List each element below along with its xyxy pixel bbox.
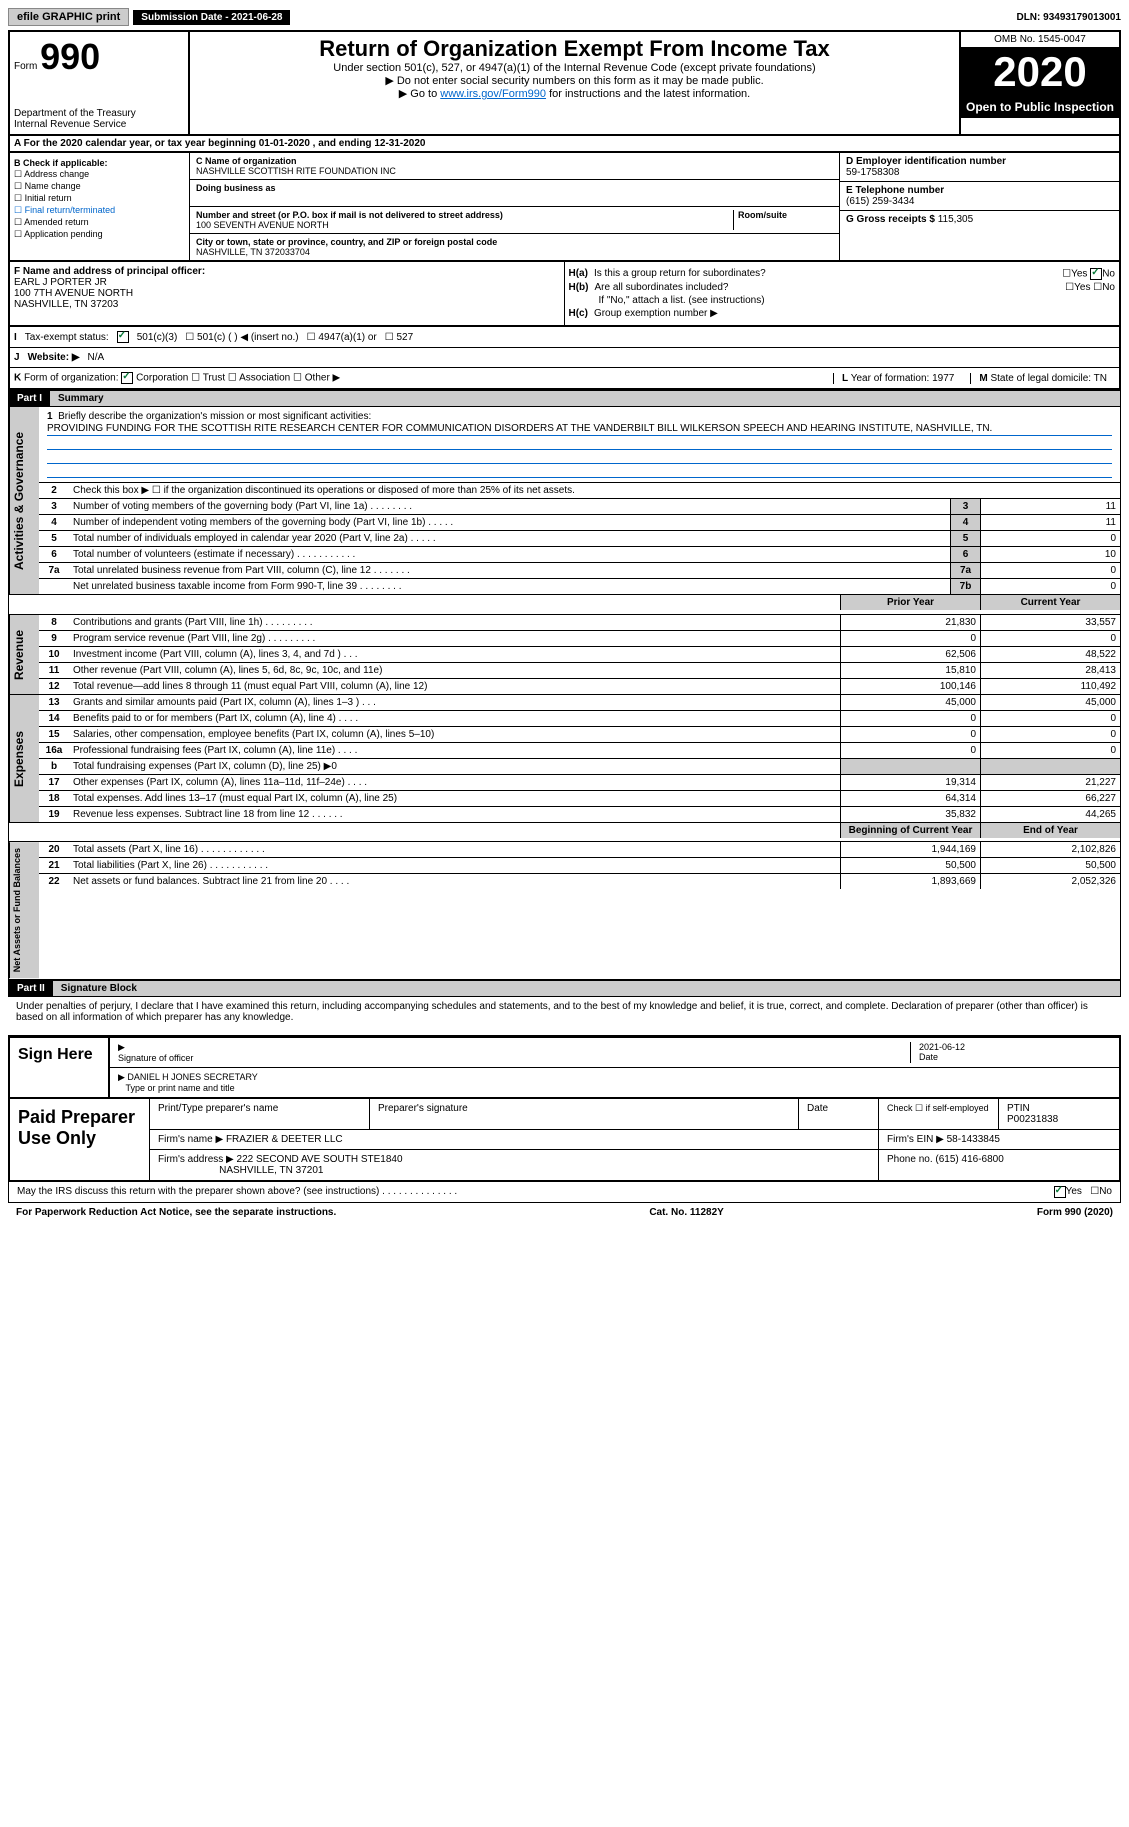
- ssn-note: ▶ Do not enter social security numbers o…: [194, 74, 955, 87]
- street-address: 100 SEVENTH AVENUE NORTH: [196, 220, 733, 230]
- form-number: 990: [40, 36, 100, 77]
- table-row: 20Total assets (Part X, line 16) . . . .…: [39, 842, 1120, 858]
- table-row: 7aTotal unrelated business revenue from …: [39, 563, 1120, 579]
- org-name-label: C Name of organization: [196, 156, 833, 166]
- firm-ein: 58-1433845: [947, 1134, 1000, 1145]
- officer-addr1: 100 7TH AVENUE NORTH: [14, 288, 133, 299]
- governance-section: Activities & Governance 1 Briefly descri…: [8, 407, 1121, 595]
- city-label: City or town, state or province, country…: [196, 237, 833, 247]
- cb-pending: ☐ Application pending: [14, 229, 185, 240]
- irs-label: Internal Revenue Service: [14, 119, 184, 130]
- page-footer: For Paperwork Reduction Act Notice, see …: [8, 1203, 1121, 1222]
- table-row: 11Other revenue (Part VIII, column (A), …: [39, 663, 1120, 679]
- firm-phone: (615) 416-6800: [935, 1154, 1003, 1165]
- officer-label: F Name and address of principal officer:: [14, 266, 205, 277]
- ein-label: D Employer identification number: [846, 156, 1113, 167]
- table-row: Net unrelated business taxable income fr…: [39, 579, 1120, 594]
- form-subtitle: Under section 501(c), 527, or 4947(a)(1)…: [194, 62, 955, 74]
- period-row: A For the 2020 calendar year, or tax yea…: [8, 136, 1121, 151]
- officer-addr2: NASHVILLE, TN 37203: [14, 299, 118, 310]
- submission-date: Submission Date - 2021-06-28: [133, 10, 290, 25]
- table-row: 6Total number of volunteers (estimate if…: [39, 547, 1120, 563]
- goto-note: ▶ Go to www.irs.gov/Form990 for instruct…: [194, 87, 955, 100]
- mission-text: PROVIDING FUNDING FOR THE SCOTTISH RITE …: [47, 422, 1112, 436]
- officer-print-name: DANIEL H JONES SECRETARY: [127, 1072, 257, 1082]
- efile-print-button[interactable]: efile GRAPHIC print: [8, 8, 129, 26]
- sign-here-block: Sign Here ▶Signature of officer 2021-06-…: [8, 1035, 1121, 1099]
- cb-corp: [121, 372, 133, 384]
- table-row: 22Net assets or fund balances. Subtract …: [39, 874, 1120, 889]
- table-row: 3Number of voting members of the governi…: [39, 499, 1120, 515]
- officer-name: EARL J PORTER JR: [14, 277, 107, 288]
- cb-discuss-yes: [1054, 1186, 1066, 1198]
- dln: DLN: 93493179013001: [1016, 12, 1121, 23]
- table-row: 13Grants and similar amounts paid (Part …: [39, 695, 1120, 711]
- netassets-section: Net Assets or Fund Balances 20Total asse…: [8, 842, 1121, 979]
- table-row: 4Number of independent voting members of…: [39, 515, 1120, 531]
- paid-preparer-block: Paid Preparer Use Only Print/Type prepar…: [8, 1099, 1121, 1182]
- expenses-section: Expenses 13Grants and similar amounts pa…: [8, 695, 1121, 823]
- irs-link[interactable]: www.irs.gov/Form990: [440, 88, 546, 100]
- addr-label: Number and street (or P.O. box if mail i…: [196, 210, 733, 220]
- cb-501c3: [117, 331, 129, 343]
- table-row: 16aProfessional fundraising fees (Part I…: [39, 743, 1120, 759]
- part2-bar: Part II Signature Block: [8, 980, 1121, 997]
- ein: 59-1758308: [846, 167, 1113, 178]
- cb-initial: ☐ Initial return: [14, 193, 185, 204]
- website: N/A: [88, 352, 105, 363]
- form-prefix: Form: [14, 61, 37, 72]
- table-row: 5Total number of individuals employed in…: [39, 531, 1120, 547]
- table-row: 8Contributions and grants (Part VIII, li…: [39, 615, 1120, 631]
- dba-label: Doing business as: [196, 183, 833, 193]
- part1-bar: Part I Summary: [8, 390, 1121, 407]
- phone-label: E Telephone number: [846, 185, 1113, 196]
- revenue-section: Revenue 8Contributions and grants (Part …: [8, 615, 1121, 695]
- table-row: 17Other expenses (Part IX, column (A), l…: [39, 775, 1120, 791]
- table-row: 12Total revenue—add lines 8 through 11 (…: [39, 679, 1120, 694]
- cb-final: ☐ Final return/terminated: [14, 205, 185, 216]
- discuss-row: May the IRS discuss this return with the…: [8, 1182, 1121, 1203]
- col-b-header: B Check if applicable:: [14, 158, 185, 168]
- org-name: NASHVILLE SCOTTISH RITE FOUNDATION INC: [196, 166, 833, 176]
- firm-name: FRAZIER & DEETER LLC: [226, 1134, 343, 1145]
- room-label: Room/suite: [738, 210, 833, 220]
- penalty-statement: Under penalties of perjury, I declare th…: [8, 997, 1121, 1027]
- ptin: P00231838: [1007, 1114, 1058, 1125]
- cb-name: ☐ Name change: [14, 181, 185, 192]
- gross-label: G Gross receipts $: [846, 214, 935, 225]
- table-row: 9Program service revenue (Part VIII, lin…: [39, 631, 1120, 647]
- entity-block: B Check if applicable: ☐ Address change …: [8, 151, 1121, 262]
- dept-treasury: Department of the Treasury: [14, 108, 184, 119]
- phone: (615) 259-3434: [846, 196, 1113, 207]
- table-row: 19Revenue less expenses. Subtract line 1…: [39, 807, 1120, 822]
- city-state-zip: NASHVILLE, TN 372033704: [196, 247, 833, 257]
- omb-number: OMB No. 1545-0047: [961, 32, 1119, 48]
- table-row: 14Benefits paid to or for members (Part …: [39, 711, 1120, 727]
- firm-address: 222 SECOND AVE SOUTH STE1840: [237, 1154, 403, 1165]
- cb-amended: ☐ Amended return: [14, 217, 185, 228]
- table-row: 21Total liabilities (Part X, line 26) . …: [39, 858, 1120, 874]
- open-public: Open to Public Inspection: [961, 96, 1119, 118]
- tax-year: 2020: [961, 48, 1119, 96]
- top-bar: efile GRAPHIC print Submission Date - 20…: [8, 8, 1121, 26]
- table-row: 15Salaries, other compensation, employee…: [39, 727, 1120, 743]
- form-title: Return of Organization Exempt From Incom…: [194, 36, 955, 62]
- gross-receipts: 115,305: [938, 214, 973, 225]
- table-row: 18Total expenses. Add lines 13–17 (must …: [39, 791, 1120, 807]
- cb-address: ☐ Address change: [14, 169, 185, 180]
- form-header: Form 990 Department of the Treasury Inte…: [8, 30, 1121, 136]
- table-row: bTotal fundraising expenses (Part IX, co…: [39, 759, 1120, 775]
- table-row: 10Investment income (Part VIII, column (…: [39, 647, 1120, 663]
